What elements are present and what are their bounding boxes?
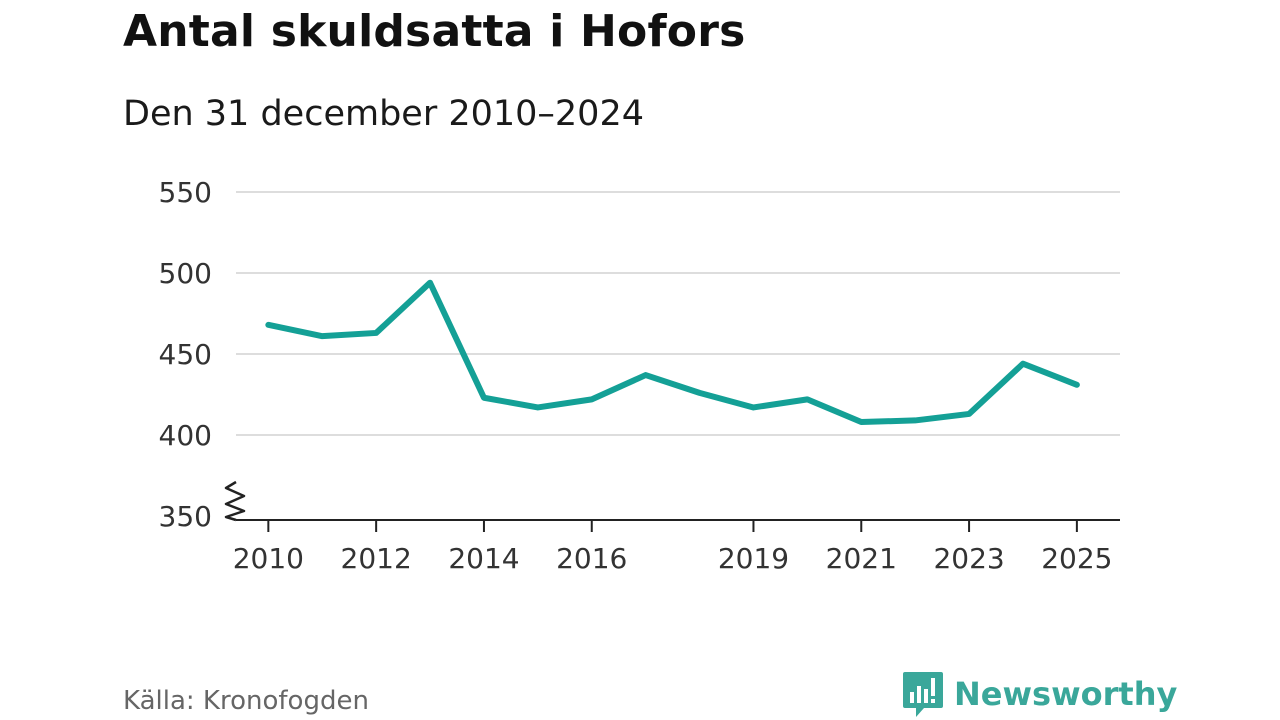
x-tick-label: 2019	[718, 542, 789, 575]
x-tick-label: 2016	[556, 542, 627, 575]
axis-break-icon	[224, 480, 246, 522]
chart-subtitle: Den 31 december 2010–2024	[123, 94, 644, 134]
chart-title: Antal skuldsatta i Hofors	[123, 6, 746, 57]
newsworthy-logo-icon	[903, 672, 943, 717]
y-tick-label: 550	[159, 176, 212, 209]
brand-logo: Newsworthy	[902, 670, 1177, 718]
brand-name: Newsworthy	[954, 675, 1178, 713]
y-tick-label: 350	[159, 500, 212, 533]
series-layer	[265, 279, 1080, 426]
y-tick-label: 400	[159, 419, 212, 452]
source-note: Källa: Kronofogden	[123, 686, 369, 716]
x-tick-label: 2023	[933, 542, 1004, 575]
y-axis: 350 400 450 500 550	[159, 176, 212, 533]
series-line-0	[265, 279, 1080, 426]
x-tick-label: 2021	[826, 542, 897, 575]
x-tick-label: 2025	[1041, 542, 1112, 575]
y-tick-label: 500	[159, 257, 212, 290]
x-axis: 2010 2012 2014 2016 2019 2021 2023 2025	[224, 480, 1120, 575]
gridlines	[236, 191, 1120, 436]
x-tick-label: 2012	[341, 542, 412, 575]
x-tick-label: 2014	[448, 542, 519, 575]
y-tick-label: 450	[159, 338, 212, 371]
x-tick-label: 2010	[233, 542, 304, 575]
